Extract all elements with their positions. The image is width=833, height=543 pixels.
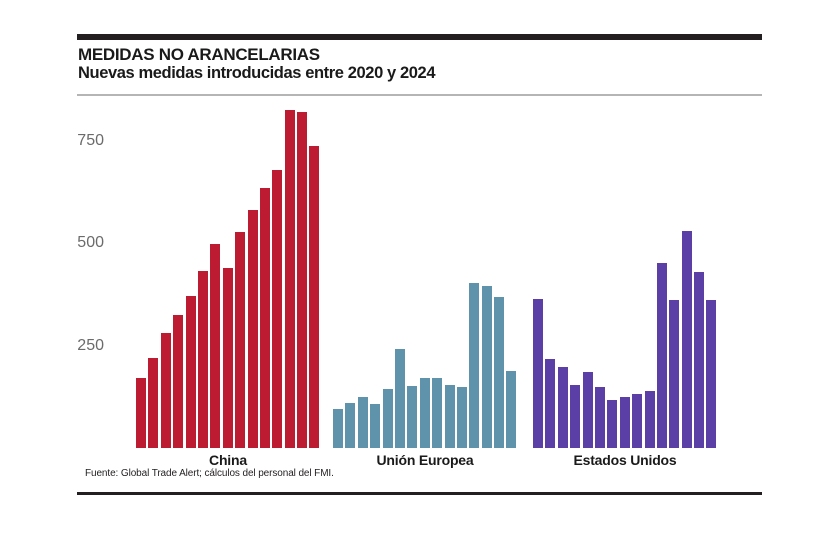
bar [506, 371, 517, 448]
bar [432, 378, 443, 448]
chart-subtitle: Nuevas medidas introducidas entre 2020 y… [78, 64, 436, 82]
bottom-rule [77, 492, 762, 495]
bar [272, 170, 283, 448]
bar [136, 378, 146, 448]
bar [419, 378, 430, 448]
source-note: Fuente: Global Trade Alert; cálculos del… [85, 468, 334, 479]
top-rule [77, 34, 762, 40]
bar-group-union-europea [333, 100, 517, 448]
bar [210, 244, 221, 448]
bar [394, 349, 405, 448]
bar [284, 110, 295, 448]
bar [607, 400, 618, 448]
bar [594, 387, 605, 448]
bar [644, 391, 655, 448]
bar [706, 300, 717, 448]
bar [469, 283, 480, 448]
bar [148, 358, 159, 448]
bar [494, 297, 505, 448]
bar-group-estados-unidos [533, 100, 717, 448]
bar [235, 232, 246, 448]
bar [545, 359, 556, 448]
bar [247, 210, 258, 448]
bar [533, 299, 543, 448]
bar [570, 385, 581, 448]
y-tick-label: 250 [77, 336, 104, 354]
bar [345, 403, 356, 448]
group-label-estados-unidos: Estados Unidos [573, 452, 677, 468]
bar [656, 263, 667, 448]
bar [297, 112, 308, 448]
bar [333, 409, 343, 448]
bar [694, 272, 705, 448]
bar [160, 333, 171, 448]
bar [309, 146, 320, 448]
group-label-china: China [209, 452, 247, 468]
bar [370, 404, 381, 448]
bar [357, 397, 368, 448]
bar [557, 367, 568, 448]
bar [669, 300, 680, 448]
bar [407, 386, 418, 448]
bar [619, 397, 630, 448]
bar [444, 385, 455, 448]
bar-group-china [136, 100, 320, 448]
bar [632, 394, 643, 448]
bar [681, 231, 692, 448]
bar [481, 286, 492, 448]
bar [382, 389, 393, 448]
header-divider [77, 94, 762, 96]
y-tick-label: 500 [77, 234, 104, 251]
bar [185, 296, 196, 448]
bar [456, 387, 467, 448]
group-label-union-europea: Unión Europea [376, 452, 474, 468]
bar [259, 188, 270, 448]
bar [197, 271, 208, 448]
chart-title: MEDIDAS NO ARANCELARIAS [78, 45, 320, 64]
bar [222, 268, 233, 448]
bar [582, 372, 593, 448]
bar [173, 315, 184, 448]
y-tick-label: 750 [77, 131, 104, 149]
plot-area: 250 500 750 China Unión Europea Estados Unido… [77, 100, 762, 468]
